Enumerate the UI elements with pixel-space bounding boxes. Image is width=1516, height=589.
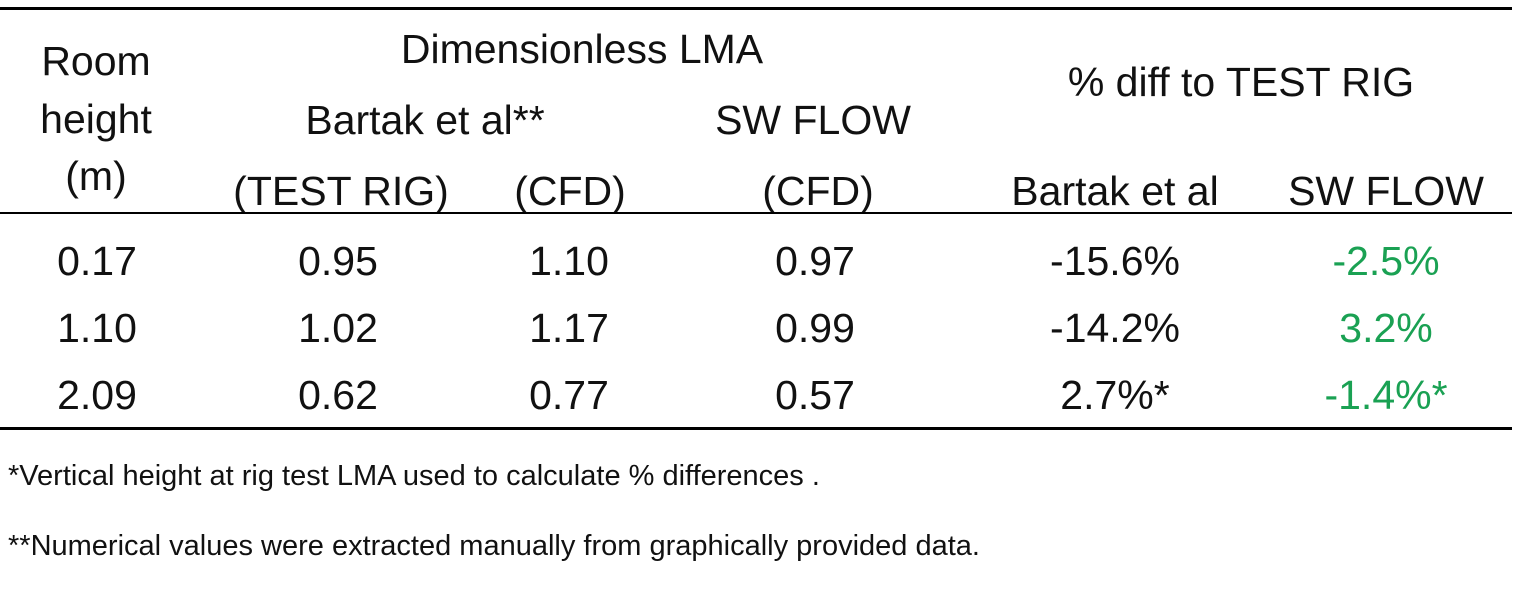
cell-bartak-cfd: 1.17 [529,305,609,351]
table-row: 1.10 1.02 1.17 0.99 -14.2% 3.2% [0,305,1512,369]
cell-test-rig: 0.95 [298,238,378,284]
header-room-height-line1: Room [41,38,151,84]
cell-height: 2.09 [57,372,137,418]
table-row: 2.09 0.62 0.77 0.57 2.7%* -1.4%* [0,372,1512,436]
header-bartak: Bartak et al** [305,97,545,143]
header-rule [0,212,1512,214]
footnote-2: **Numerical values were extracted manual… [8,530,980,562]
header-room-height-line2: height [40,96,152,142]
header-test-rig: (TEST RIG) [233,168,449,214]
cell-height: 1.10 [57,305,137,351]
header-swflow: SW FLOW [715,97,911,143]
header-bartak-cfd: (CFD) [514,168,626,214]
cell-bartak-cfd: 0.77 [529,372,609,418]
cell-diff-bartak: 2.7%* [1060,372,1170,418]
header-dimensionless-lma: Dimensionless LMA [400,26,764,72]
cell-bartak-cfd: 1.10 [529,238,609,284]
cell-diff-swflow: 3.2% [1339,305,1433,351]
cell-test-rig: 0.62 [298,372,378,418]
cell-swflow-cfd: 0.57 [775,372,855,418]
cell-swflow-cfd: 0.99 [775,305,855,351]
cell-height: 0.17 [57,238,137,284]
header-diff-swflow: SW FLOW [1288,168,1484,214]
cell-diff-bartak: -14.2% [1050,305,1180,351]
bottom-rule [0,427,1512,430]
header-room-height-line3: (m) [65,153,127,199]
header-diff-bartak: Bartak et al [1011,168,1219,214]
cell-test-rig: 1.02 [298,305,378,351]
header-swflow-cfd: (CFD) [762,168,874,214]
cell-diff-swflow: -2.5% [1332,238,1440,284]
header-pct-diff: % diff to TEST RIG [1067,59,1415,105]
top-rule [0,7,1512,10]
cell-diff-bartak: -15.6% [1050,238,1180,284]
cell-swflow-cfd: 0.97 [775,238,855,284]
table-row: 0.17 0.95 1.10 0.97 -15.6% -2.5% [0,238,1512,302]
cell-diff-swflow: -1.4%* [1324,372,1448,418]
footnote-1: *Vertical height at rig test LMA used to… [8,460,820,492]
